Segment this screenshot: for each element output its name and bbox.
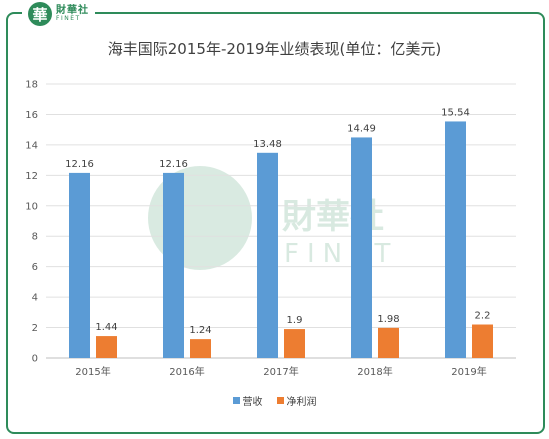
data-label-revenue: 14.49 bbox=[347, 123, 376, 134]
x-tick-label: 2016年 bbox=[169, 365, 204, 378]
data-label-net-profit: 1.24 bbox=[189, 325, 211, 336]
bar-revenue bbox=[351, 137, 372, 358]
bar-revenue bbox=[445, 121, 466, 359]
y-tick-label: 18 bbox=[25, 80, 38, 91]
bar-net-profit bbox=[378, 327, 399, 358]
legend-item-net-profit: 净利润 bbox=[276, 393, 317, 408]
data-label-net-profit: 1.9 bbox=[287, 315, 303, 326]
data-label-revenue: 12.16 bbox=[65, 159, 94, 170]
legend-item-revenue: 营收 bbox=[232, 393, 263, 408]
x-tick-label: 2019年 bbox=[451, 365, 486, 378]
bar-net-profit bbox=[190, 339, 211, 358]
y-tick-label: 2 bbox=[32, 323, 38, 334]
data-label-revenue: 12.16 bbox=[159, 159, 188, 170]
x-tick-label: 2017年 bbox=[263, 365, 298, 378]
data-label-net-profit: 1.98 bbox=[377, 314, 399, 325]
chart-title: 海丰国际2015年-2019年业绩表现(单位：亿美元) bbox=[107, 40, 442, 58]
legend-swatch-revenue bbox=[232, 397, 240, 404]
y-tick-label: 8 bbox=[32, 232, 38, 243]
y-tick-label: 6 bbox=[32, 262, 38, 273]
data-label-revenue: 15.54 bbox=[441, 107, 470, 118]
legend-label-revenue: 营收 bbox=[242, 397, 263, 408]
y-tick-label: 16 bbox=[25, 110, 38, 121]
chart-legend: 营收 净利润 bbox=[0, 393, 549, 408]
y-tick-label: 0 bbox=[32, 354, 38, 365]
y-tick-label: 12 bbox=[25, 171, 38, 182]
x-tick-label: 2018年 bbox=[357, 365, 392, 378]
finet-logo-cn: 財華社 bbox=[56, 5, 89, 16]
bar-revenue bbox=[69, 172, 90, 358]
y-tick-label: 4 bbox=[32, 293, 38, 304]
x-tick-label: 2015年 bbox=[75, 365, 110, 378]
data-label-revenue: 13.48 bbox=[253, 139, 282, 150]
finet-logo-mark: 華 bbox=[28, 2, 52, 26]
bar-revenue bbox=[257, 152, 278, 358]
bar-net-profit bbox=[284, 329, 305, 358]
data-label-net-profit: 2.2 bbox=[475, 311, 491, 322]
finet-logo-en: FINET bbox=[56, 15, 81, 22]
legend-swatch-net-profit bbox=[276, 397, 284, 404]
y-tick-label: 10 bbox=[25, 201, 38, 212]
bar-net-profit bbox=[472, 324, 493, 358]
y-tick-label: 14 bbox=[25, 140, 38, 151]
bar-net-profit bbox=[96, 336, 117, 358]
legend-label-net-profit: 净利润 bbox=[286, 397, 317, 408]
data-label-net-profit: 1.44 bbox=[95, 322, 117, 333]
finet-logo: 華 財華社 FINET bbox=[22, 1, 95, 27]
watermark-text-en: FINET bbox=[284, 239, 398, 269]
bar-revenue bbox=[163, 172, 184, 358]
